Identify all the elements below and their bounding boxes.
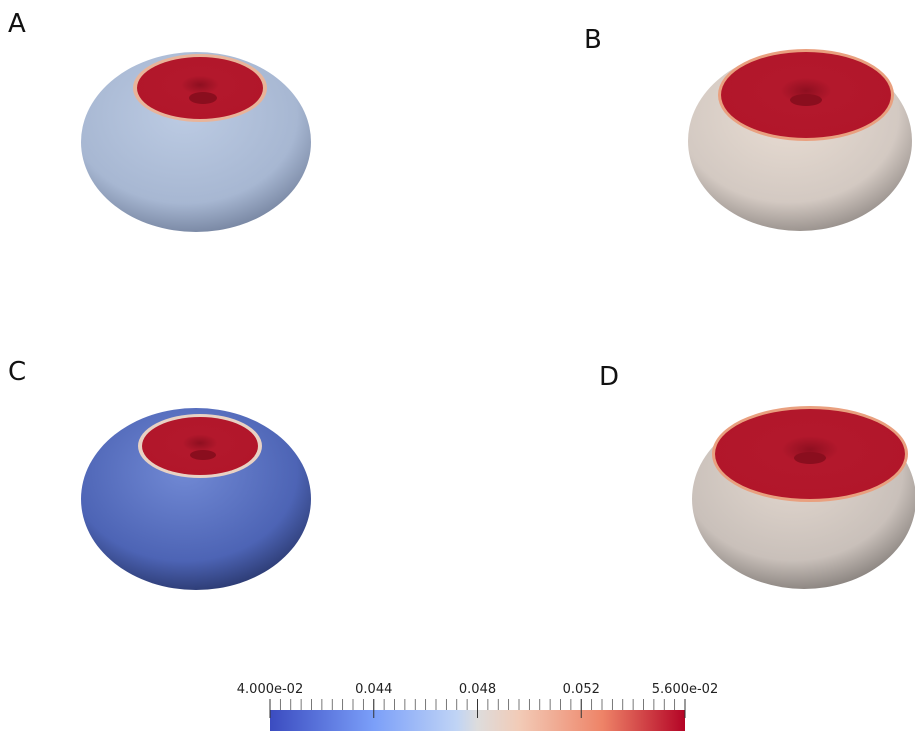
- panel-label: A: [8, 9, 26, 39]
- panel-label: B: [584, 25, 602, 55]
- colorbar-tick-label: 0.048: [459, 682, 496, 697]
- colorbar-tick-label: 0.052: [563, 682, 600, 697]
- panel-c: C: [8, 357, 311, 590]
- colorbar-tick-label: 4.000e-02: [237, 682, 303, 697]
- panel-a: A: [8, 9, 311, 232]
- panel-d: D: [599, 362, 915, 589]
- figure: A B C D 4.000e-02 0.044 0.048 0.052 5.600e-0…: [0, 0, 915, 733]
- colorbar-tick-label: 5.600e-02: [652, 682, 718, 697]
- colorbar-tick-label: 0.044: [355, 682, 392, 697]
- colorbar: 4.000e-02 0.044 0.048 0.052 5.600e-02: [237, 682, 718, 731]
- panel-label: D: [599, 362, 619, 392]
- panel-b: B: [584, 25, 912, 231]
- panel-label: C: [8, 357, 26, 387]
